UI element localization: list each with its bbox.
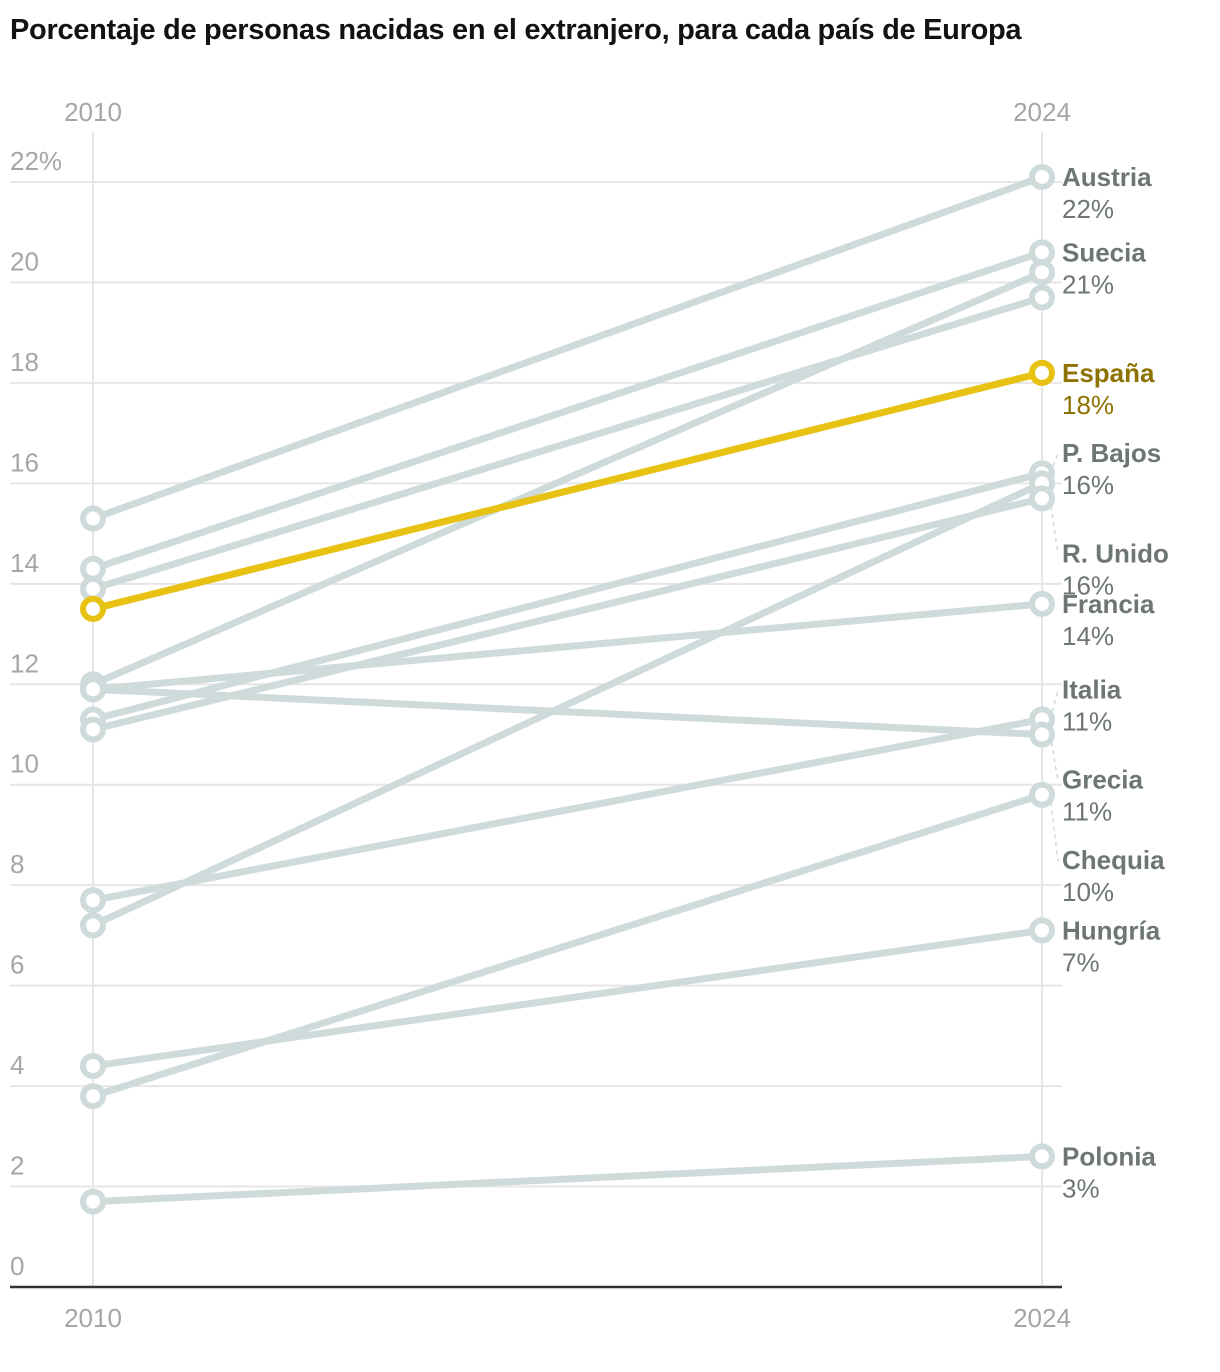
- x-bottom-label: 2024: [1013, 1303, 1071, 1333]
- series-line-austria: [89, 173, 1046, 523]
- data-point-austria-2024: [1029, 163, 1055, 190]
- series-value-italia: 11%: [1062, 706, 1112, 736]
- series-line-chequia: [89, 791, 1046, 1100]
- series-value-españa: 18%: [1062, 390, 1114, 420]
- y-tick-label: 16: [10, 447, 39, 477]
- data-point-suecia-2024: [1029, 239, 1055, 266]
- data-point-grecia-2024: [1029, 721, 1055, 748]
- data-point-italia-2010: [80, 887, 106, 914]
- series-label-p-bajos: P. Bajos: [1062, 438, 1161, 468]
- series-line-españa: [89, 369, 1046, 613]
- series-line-polonia: [89, 1152, 1046, 1206]
- data-point-españa-2024: [1029, 359, 1055, 386]
- y-tick-label: 22%: [10, 146, 62, 176]
- x-top-label: 2024: [1013, 97, 1071, 127]
- series-line-francia: [89, 600, 1046, 693]
- data-point-r-unido-2024: [1029, 485, 1055, 512]
- series-line-hungría: [89, 926, 1046, 1070]
- y-tick-label: 14: [10, 548, 39, 578]
- data-point-polonia-2024: [1029, 1143, 1055, 1170]
- data-point-unlabeled-3-2010: [80, 575, 106, 602]
- y-tick-label: 18: [10, 347, 39, 377]
- series-value-austria: 22%: [1062, 194, 1114, 224]
- y-axis-ticks: 0 2 4 6 8 10 12 14 16 18 20 22%: [10, 146, 62, 1281]
- series-line-p-bajos: [89, 469, 1046, 723]
- series-label-austria: Austria: [1062, 162, 1152, 192]
- data-point-unlabeled-2-2024: [1029, 259, 1055, 286]
- leader-line-r-unido: [1049, 498, 1059, 555]
- series-points: [80, 163, 1055, 1215]
- series-label-italia: Italia: [1062, 674, 1122, 704]
- series-value-polonia: 3%: [1062, 1173, 1100, 1203]
- data-point-hungría-2010: [80, 1053, 106, 1079]
- series-value-p-bajos: 16%: [1062, 470, 1114, 500]
- leader-line-chequia: [1049, 794, 1059, 862]
- series-line-grecia: [89, 685, 1046, 738]
- series-value-r-unido: 16%: [1062, 571, 1114, 601]
- series-label-r-unido: R. Unido: [1062, 539, 1169, 569]
- series-value-francia: 14%: [1062, 621, 1114, 651]
- y-tick-label: 12: [10, 648, 39, 678]
- series-lines: [89, 173, 1046, 1206]
- series-label-grecia: Grecia: [1062, 765, 1143, 795]
- series-value-grecia: 11%: [1062, 797, 1112, 827]
- y-tick-label: 0: [10, 1251, 24, 1281]
- x-axis-labels: 2010 2024 2010 2024: [64, 97, 1071, 1333]
- series-line-unlabeled-2: [89, 268, 1046, 688]
- series-label-francia: Francia: [1062, 589, 1155, 619]
- data-point-españa-2010: [80, 595, 106, 622]
- y-tick-label: 8: [10, 849, 24, 879]
- x-bottom-label: 2010: [64, 1303, 122, 1333]
- data-point-r-unido-2010: [80, 716, 106, 743]
- y-tick-label: 4: [10, 1050, 24, 1080]
- series-label-polonia: Polonia: [1062, 1141, 1156, 1171]
- data-point-chequia-2024: [1029, 781, 1055, 808]
- data-point-suecia-2010: [80, 555, 106, 582]
- series-value-suecia: 21%: [1062, 269, 1114, 299]
- series-line-unlabeled-3: [89, 294, 1046, 593]
- chart-title: Porcentaje de personas nacidas en el ext…: [10, 14, 1022, 46]
- data-point-francia-2024: [1029, 590, 1055, 617]
- data-point-chequia-2010: [80, 1083, 106, 1110]
- series-value-chequia: 10%: [1062, 877, 1114, 907]
- series-line-r-unido: [89, 494, 1046, 733]
- series-label-chequia: Chequia: [1062, 845, 1165, 875]
- series-label-suecia: Suecia: [1062, 237, 1146, 267]
- x-top-label: 2010: [64, 97, 122, 127]
- data-point-unlabeled-6-2010: [80, 912, 106, 939]
- y-tick-label: 10: [10, 749, 39, 779]
- series-line-italia: [89, 715, 1046, 904]
- series-line-unlabeled-6: [89, 479, 1046, 929]
- series-line-suecia: [89, 248, 1046, 573]
- data-point-austria-2010: [80, 505, 106, 532]
- data-point-unlabeled-3-2024: [1029, 284, 1055, 311]
- leader-line-italia: [1049, 690, 1059, 720]
- series-label-españa: España: [1062, 358, 1155, 388]
- data-point-grecia-2010: [80, 676, 106, 703]
- data-point-polonia-2010: [80, 1188, 106, 1215]
- series-label-hungría: Hungría: [1062, 915, 1161, 945]
- y-tick-label: 2: [10, 1151, 24, 1181]
- y-tick-label: 6: [10, 950, 24, 980]
- y-tick-label: 20: [10, 246, 39, 276]
- series-value-hungría: 7%: [1062, 947, 1100, 977]
- data-point-hungría-2024: [1029, 917, 1055, 944]
